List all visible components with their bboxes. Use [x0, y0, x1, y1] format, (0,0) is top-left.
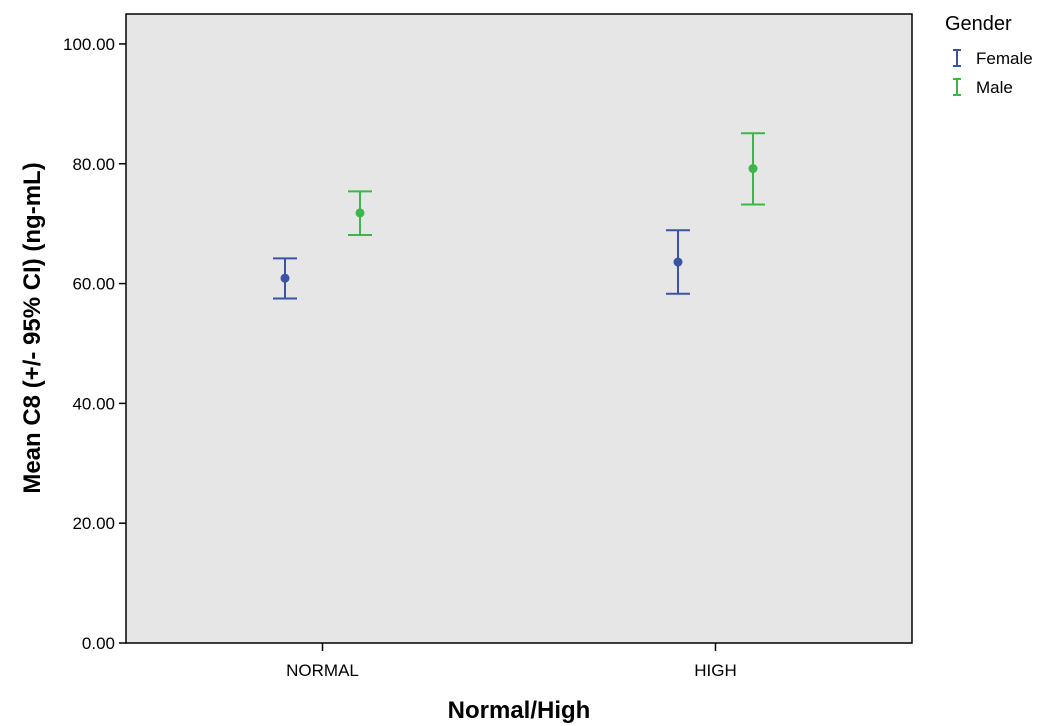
y-tick-label: 0.00	[82, 634, 115, 653]
legend: Gender Female Male	[945, 13, 1033, 97]
y-tick-label: 20.00	[72, 514, 115, 533]
error-bars	[273, 132, 765, 300]
y-tick-label: 80.00	[72, 155, 115, 174]
mean-point	[355, 208, 365, 218]
error-bar	[273, 257, 297, 300]
error-bar	[666, 229, 690, 295]
x-axis: NORMAL HIGH	[286, 643, 737, 680]
legend-item: Male	[953, 78, 1013, 97]
x-tick-label: HIGH	[694, 661, 737, 680]
mean-point	[673, 257, 683, 267]
y-tick-label: 60.00	[72, 275, 115, 294]
legend-label: Female	[976, 49, 1033, 68]
error-bar	[741, 132, 765, 206]
mean-point	[280, 273, 290, 283]
plot-area	[125, 13, 913, 644]
x-axis-title: Normal/High	[448, 697, 591, 724]
legend-title: Gender	[945, 13, 1012, 35]
y-axis-title: Mean C8 (+/- 95% CI) (ng-mL)	[19, 162, 46, 493]
mean-point	[748, 164, 758, 174]
x-tick-label: NORMAL	[286, 661, 359, 680]
legend-item: Female	[953, 49, 1033, 68]
legend-label: Male	[976, 78, 1013, 97]
y-axis: 0.00 20.00 40.00 60.00 80.00 100.00	[63, 35, 126, 653]
y-tick-label: 100.00	[63, 35, 115, 54]
error-bar	[348, 190, 372, 237]
y-tick-label: 40.00	[72, 394, 115, 413]
